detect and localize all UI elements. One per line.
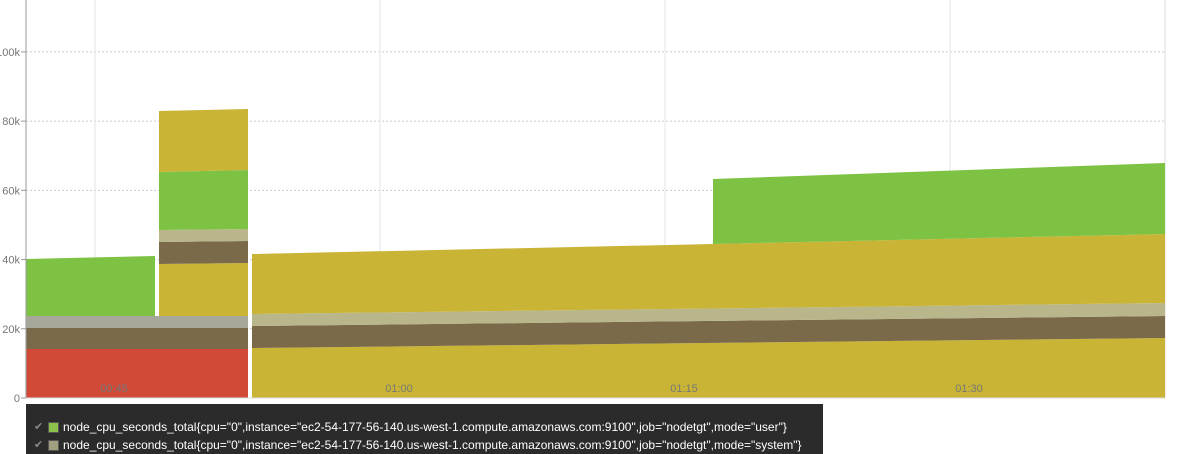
y-tick-label: 0: [14, 393, 20, 404]
legend-label-system: node_cpu_seconds_total{cpu="0",instance=…: [63, 438, 802, 452]
area-series: [26, 109, 1165, 398]
area-seg1-green: [26, 256, 155, 316]
legend-item-user[interactable]: ✔ node_cpu_seconds_total{cpu="0",instanc…: [26, 418, 823, 436]
area-seg1-red: [26, 349, 248, 398]
area-seg1-tan: [159, 229, 248, 242]
area-seg1-green-upper: [159, 170, 248, 230]
legend-item-system[interactable]: ✔ node_cpu_seconds_total{cpu="0",instanc…: [26, 436, 823, 454]
area-seg2-olive-bottom: [252, 338, 1165, 398]
x-tick-label: 01:00: [385, 383, 413, 395]
x-tick-label: 00:45: [100, 383, 128, 395]
check-icon[interactable]: ✔: [34, 421, 44, 433]
area-seg2-green: [713, 163, 1165, 244]
area-seg1-brown: [26, 328, 248, 349]
y-tick-label: 40k: [2, 255, 20, 267]
stacked-area-chart: 0 20k 40k 60k 80k 100k 00:45 01:00 01:15 01:30: [0, 0, 1166, 404]
area-seg1-gray: [26, 316, 248, 328]
area-seg2-olive: [252, 234, 1165, 314]
legend-swatch-user: [48, 421, 59, 433]
legend-label-user: node_cpu_seconds_total{cpu="0",instance=…: [63, 420, 787, 434]
axes: 0 20k 40k 60k 80k 100k 00:45 01:00 01:15 01:30: [0, 0, 1165, 404]
check-icon[interactable]: ✔: [34, 439, 44, 451]
y-tick-label: 100k: [0, 47, 20, 59]
area-seg1-brown-upper: [159, 241, 248, 264]
area-seg2-tan: [252, 303, 1165, 326]
y-tick-label: 60k: [2, 185, 20, 197]
area-seg1-olive-top: [159, 109, 248, 172]
legend-swatch-system: [48, 439, 59, 451]
area-seg2-brown: [252, 316, 1165, 348]
x-tick-label: 01:30: [955, 383, 983, 395]
x-tick-label: 01:15: [670, 383, 698, 395]
area-seg1-olive-lower: [159, 263, 248, 316]
y-tick-label: 80k: [2, 116, 20, 128]
legend: ✔ node_cpu_seconds_total{cpu="0",instanc…: [26, 404, 823, 454]
y-tick-label: 20k: [2, 324, 20, 336]
